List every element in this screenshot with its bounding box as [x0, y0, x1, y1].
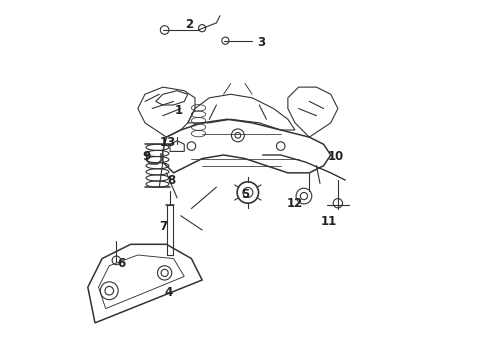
Text: 13: 13: [160, 136, 176, 149]
Text: 12: 12: [287, 197, 303, 210]
Text: 10: 10: [328, 150, 344, 163]
Text: 7: 7: [159, 220, 167, 233]
Text: 6: 6: [118, 257, 126, 270]
Text: 1: 1: [175, 104, 183, 117]
Text: 11: 11: [321, 215, 337, 228]
Text: 5: 5: [241, 188, 249, 201]
Text: 4: 4: [164, 286, 172, 299]
Text: 2: 2: [186, 18, 194, 31]
Text: 3: 3: [257, 36, 265, 49]
Text: 8: 8: [168, 174, 176, 186]
Text: 9: 9: [143, 150, 151, 163]
